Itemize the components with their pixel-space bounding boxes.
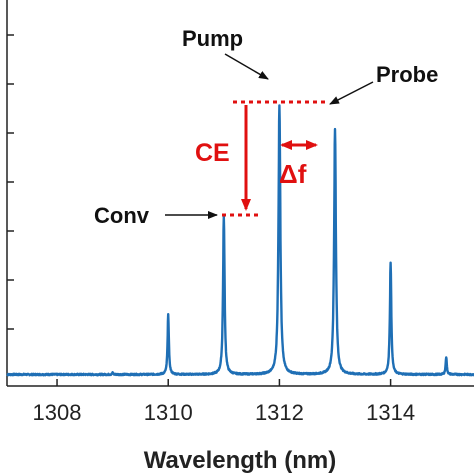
probe-arrow	[329, 81, 374, 105]
x-tick-label: 1314	[366, 400, 415, 425]
conv-label: Conv	[94, 203, 150, 228]
x-tick-label: 1310	[144, 400, 193, 425]
y-ticks	[7, 34, 14, 376]
x-ticks	[56, 379, 392, 386]
probe-label: Probe	[376, 62, 438, 87]
x-axis-label: Wavelength (nm)	[144, 447, 336, 474]
ce-label: CE	[195, 139, 230, 167]
pump-label: Pump	[182, 26, 243, 51]
x-tick-label: 1312	[255, 400, 304, 425]
spectrum-series-line	[6, 104, 474, 377]
pump-arrow	[224, 53, 269, 80]
x-tick-label: 1308	[33, 400, 82, 425]
plot-frame	[6, 0, 474, 387]
x-tick-labels: 13081310131213141	[33, 400, 416, 425]
annotations: Pump Probe Conv CE Δf	[94, 26, 438, 228]
delta-f-label: Δf	[279, 159, 307, 189]
